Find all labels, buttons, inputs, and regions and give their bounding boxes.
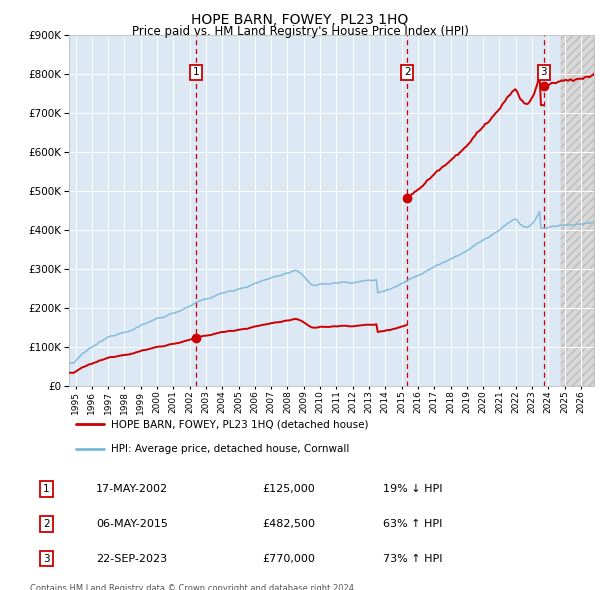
Text: HOPE BARN, FOWEY, PL23 1HQ: HOPE BARN, FOWEY, PL23 1HQ (191, 13, 409, 27)
Text: 17-MAY-2002: 17-MAY-2002 (96, 484, 169, 494)
Text: 3: 3 (43, 553, 50, 563)
Text: HPI: Average price, detached house, Cornwall: HPI: Average price, detached house, Corn… (111, 444, 349, 454)
Text: Price paid vs. HM Land Registry's House Price Index (HPI): Price paid vs. HM Land Registry's House … (131, 25, 469, 38)
Bar (560, 35, 594, 386)
Text: 1: 1 (43, 484, 50, 494)
Text: 06-MAY-2015: 06-MAY-2015 (96, 519, 168, 529)
Text: £482,500: £482,500 (262, 519, 315, 529)
Text: 3: 3 (541, 67, 547, 77)
Text: 63% ↑ HPI: 63% ↑ HPI (383, 519, 443, 529)
Text: 22-SEP-2023: 22-SEP-2023 (96, 553, 167, 563)
Text: 19% ↓ HPI: 19% ↓ HPI (383, 484, 443, 494)
Text: 73% ↑ HPI: 73% ↑ HPI (383, 553, 443, 563)
Text: 2: 2 (43, 519, 50, 529)
Text: 2: 2 (404, 67, 410, 77)
Text: HOPE BARN, FOWEY, PL23 1HQ (detached house): HOPE BARN, FOWEY, PL23 1HQ (detached hou… (111, 419, 368, 430)
Text: Contains HM Land Registry data © Crown copyright and database right 2024.
This d: Contains HM Land Registry data © Crown c… (30, 584, 356, 590)
Text: £770,000: £770,000 (262, 553, 315, 563)
Text: £125,000: £125,000 (262, 484, 314, 494)
Text: 1: 1 (193, 67, 199, 77)
Bar (560, 35, 594, 386)
